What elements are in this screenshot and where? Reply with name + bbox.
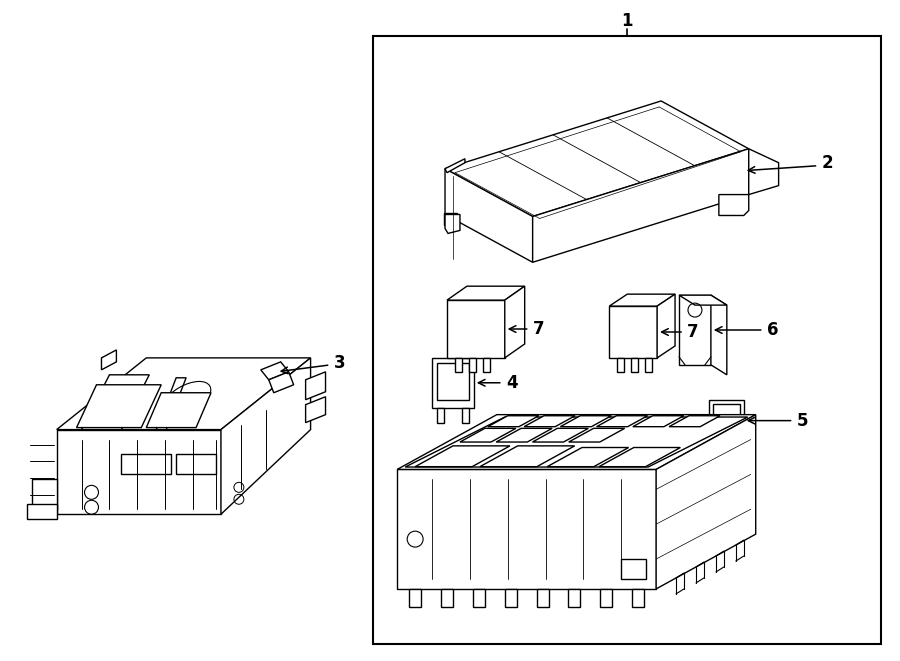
Polygon shape <box>445 159 465 173</box>
Text: 6: 6 <box>767 321 778 339</box>
Polygon shape <box>102 350 116 370</box>
Polygon shape <box>76 385 161 428</box>
Polygon shape <box>749 149 778 194</box>
Polygon shape <box>405 417 748 467</box>
Polygon shape <box>569 428 625 442</box>
Polygon shape <box>599 447 680 467</box>
Polygon shape <box>27 504 57 519</box>
Polygon shape <box>57 358 310 430</box>
Polygon shape <box>444 214 457 225</box>
Polygon shape <box>679 295 727 305</box>
Polygon shape <box>633 416 684 427</box>
Polygon shape <box>547 447 628 467</box>
Polygon shape <box>669 416 720 427</box>
Polygon shape <box>306 372 326 400</box>
Polygon shape <box>122 455 171 475</box>
Polygon shape <box>505 589 517 607</box>
Text: 3: 3 <box>334 354 345 372</box>
Polygon shape <box>472 589 485 607</box>
Polygon shape <box>505 286 525 358</box>
Text: 5: 5 <box>796 412 808 430</box>
Polygon shape <box>632 589 644 607</box>
Text: 7: 7 <box>687 323 698 341</box>
Polygon shape <box>82 375 149 430</box>
Polygon shape <box>397 469 656 589</box>
Polygon shape <box>306 397 326 422</box>
Polygon shape <box>469 358 476 372</box>
Polygon shape <box>147 393 211 428</box>
Polygon shape <box>609 306 657 358</box>
Polygon shape <box>600 589 612 607</box>
Polygon shape <box>713 404 740 434</box>
Polygon shape <box>269 372 293 393</box>
Polygon shape <box>561 416 611 427</box>
Polygon shape <box>657 294 675 358</box>
Text: 4: 4 <box>506 373 518 392</box>
Polygon shape <box>533 149 749 262</box>
Polygon shape <box>621 559 646 579</box>
Polygon shape <box>656 414 756 589</box>
Polygon shape <box>609 294 675 306</box>
Polygon shape <box>415 446 510 467</box>
Polygon shape <box>447 286 525 300</box>
Polygon shape <box>524 416 575 427</box>
Polygon shape <box>445 214 460 233</box>
Polygon shape <box>157 378 186 430</box>
Polygon shape <box>455 358 462 372</box>
Polygon shape <box>711 295 727 375</box>
Polygon shape <box>617 358 625 372</box>
Polygon shape <box>445 169 533 262</box>
Polygon shape <box>261 362 289 380</box>
Polygon shape <box>410 589 421 607</box>
Polygon shape <box>176 455 216 475</box>
Polygon shape <box>533 428 589 442</box>
Bar <box>374 36 881 644</box>
Polygon shape <box>536 589 549 607</box>
Polygon shape <box>480 446 575 467</box>
Polygon shape <box>488 416 539 427</box>
Polygon shape <box>569 589 580 607</box>
Polygon shape <box>460 428 516 442</box>
Polygon shape <box>483 358 490 372</box>
Polygon shape <box>437 363 469 400</box>
Polygon shape <box>714 442 722 459</box>
Polygon shape <box>679 295 711 365</box>
Text: 1: 1 <box>622 13 633 30</box>
Polygon shape <box>57 430 221 514</box>
Polygon shape <box>221 358 310 514</box>
Polygon shape <box>631 358 638 372</box>
Text: 2: 2 <box>822 154 833 172</box>
Polygon shape <box>437 408 444 422</box>
Polygon shape <box>447 300 505 358</box>
Polygon shape <box>462 408 469 422</box>
Polygon shape <box>32 479 57 509</box>
Polygon shape <box>645 358 652 372</box>
Polygon shape <box>709 400 743 442</box>
Polygon shape <box>719 194 749 215</box>
Polygon shape <box>496 428 553 442</box>
Polygon shape <box>597 416 648 427</box>
Text: 7: 7 <box>533 320 544 338</box>
Polygon shape <box>445 101 749 217</box>
Polygon shape <box>731 442 739 459</box>
Polygon shape <box>432 358 474 408</box>
Polygon shape <box>441 589 453 607</box>
Polygon shape <box>397 414 756 469</box>
